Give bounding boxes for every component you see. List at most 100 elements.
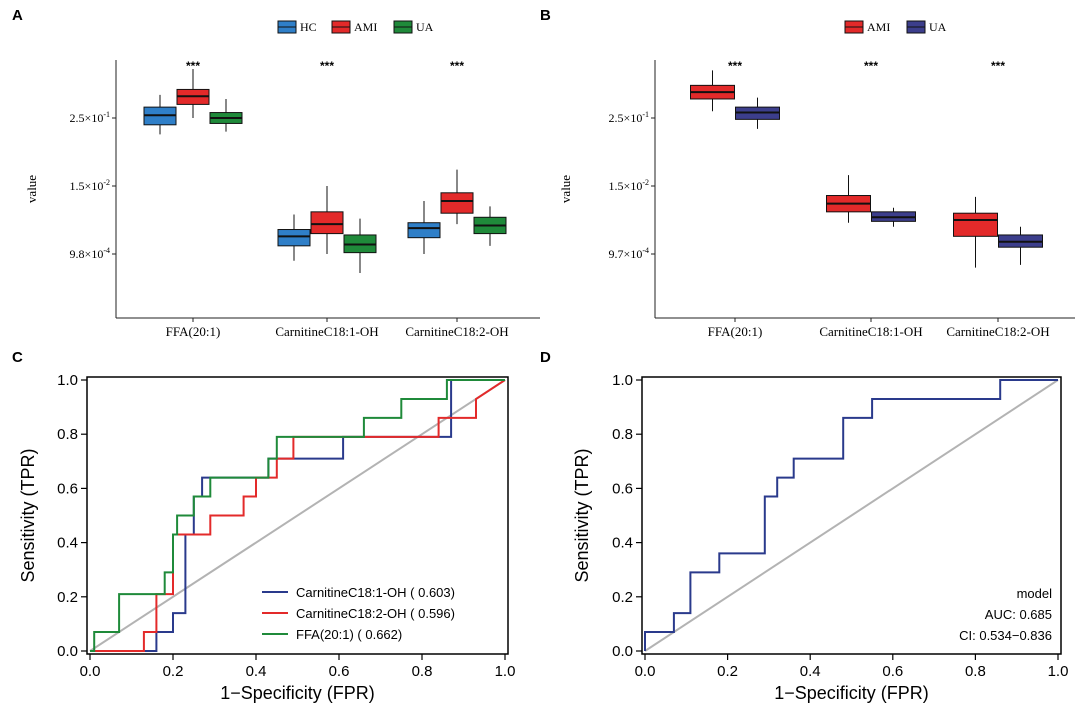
reference-diagonal bbox=[89, 379, 506, 652]
x-tick-label: 0.8 bbox=[412, 663, 433, 680]
x-tick-label: CarnitineC18:2-OH bbox=[946, 324, 1049, 339]
y-tick-exponent: -1 bbox=[103, 110, 110, 119]
y-tick-exponent: -1 bbox=[642, 110, 649, 119]
x-tick-label: 0.2 bbox=[163, 663, 184, 680]
y-tick-label: 9.8×10-4 bbox=[70, 246, 110, 261]
box-body bbox=[277, 229, 311, 247]
significance-label: *** bbox=[320, 59, 334, 73]
y-tick-base: 2.5×10 bbox=[70, 111, 104, 125]
y-tick-label: 1.0 bbox=[57, 372, 78, 389]
x-tick-label: FFA(20:1) bbox=[166, 324, 221, 339]
y-tick-label: 2.5×10-1 bbox=[609, 110, 649, 125]
box-carnitinec18-2-oh-hc bbox=[407, 200, 441, 254]
annotation-line: CI: 0.534−0.836 bbox=[959, 628, 1052, 643]
legend-label-ami: AMI bbox=[867, 20, 890, 34]
y-tick-label: 0.8 bbox=[612, 426, 633, 443]
panel-b-boxplot: value 2.5×10-1 1.5×10-2 9.7×10-4 AMI UA FFA(20… bbox=[558, 20, 1075, 339]
significance-label: *** bbox=[864, 59, 878, 73]
annotation-line: AUC: 0.685 bbox=[985, 607, 1052, 622]
plot-frame bbox=[86, 376, 509, 655]
box-carnitinec18-2-oh-ua bbox=[473, 206, 507, 246]
y-axis-label: Sensitivity (TPR) bbox=[18, 448, 38, 582]
panel-letter-d: D bbox=[540, 349, 551, 366]
panel-letter-a: A bbox=[12, 7, 23, 24]
x-tick-label: 0.6 bbox=[882, 663, 903, 680]
x-tick-label: 1.0 bbox=[1048, 663, 1069, 680]
roc-curve-model bbox=[644, 379, 1058, 651]
panel-c-roc: 0.0 0.2 0.4 0.6 0.8 1.0 0.0 0.2 0.4 0.6 0.8 1.0 1−Sp… bbox=[18, 372, 515, 703]
box-body bbox=[440, 192, 474, 214]
y-tick-label: 1.0 bbox=[612, 372, 633, 389]
x-tick-label: 0.4 bbox=[246, 663, 267, 680]
y-tick-label: 1.5×10-2 bbox=[609, 178, 649, 193]
legend-label: CarnitineC18:1-OH ( 0.603) bbox=[296, 585, 455, 600]
y-tick-label: 1.5×10-2 bbox=[70, 178, 110, 193]
y-tick-exponent: -2 bbox=[103, 178, 110, 187]
box-ffa-20-1--hc bbox=[143, 94, 177, 135]
x-axis-label: 1−Specificity (FPR) bbox=[774, 683, 929, 703]
significance-label: *** bbox=[991, 59, 1005, 73]
legend-label: FFA(20:1) ( 0.662) bbox=[296, 627, 402, 642]
panel-letter-c: C bbox=[12, 349, 23, 366]
y-tick-label: 0.0 bbox=[57, 643, 78, 660]
y-axis-label: value bbox=[24, 175, 39, 203]
y-tick-label: 2.5×10-1 bbox=[70, 110, 110, 125]
box-carnitinec18-2-oh-ami bbox=[953, 196, 998, 268]
x-tick-label: 0.0 bbox=[635, 663, 656, 680]
y-tick-label: 0.6 bbox=[612, 480, 633, 497]
x-axis-label: 1−Specificity (FPR) bbox=[220, 683, 375, 703]
significance-label: *** bbox=[186, 59, 200, 73]
box-ffa-20-1--ami bbox=[690, 70, 735, 112]
x-tick-label: CarnitineC18:1-OH bbox=[819, 324, 922, 339]
legend: HC AMI UA bbox=[277, 20, 434, 34]
y-tick-label: 0.8 bbox=[57, 426, 78, 443]
box-carnitinec18-1-oh-ua bbox=[871, 207, 916, 227]
panel-d-roc: 0.0 0.2 0.4 0.6 0.8 1.0 0.0 0.2 0.4 0.6 0.8 1.0 1−Sp… bbox=[572, 372, 1068, 703]
box-carnitinec18-1-oh-ami bbox=[310, 186, 344, 254]
x-tick-label: CarnitineC18:1-OH bbox=[275, 324, 378, 339]
y-tick-base: 1.5×10 bbox=[609, 179, 643, 193]
y-tick-exponent: -4 bbox=[103, 246, 110, 255]
box-carnitinec18-1-oh-ua bbox=[343, 218, 377, 274]
legend-label-ami: AMI bbox=[354, 20, 377, 34]
y-tick-label: 9.7×10-4 bbox=[609, 246, 649, 261]
y-tick-label: 0.2 bbox=[57, 589, 78, 606]
box-body bbox=[953, 212, 998, 237]
annotation-line: model bbox=[1017, 586, 1053, 601]
box-carnitinec18-1-oh-hc bbox=[277, 214, 311, 261]
y-tick-label: 0.6 bbox=[57, 480, 78, 497]
x-tick-label: 1.0 bbox=[495, 663, 516, 680]
box-body bbox=[310, 211, 344, 235]
y-tick-base: 2.5×10 bbox=[609, 111, 643, 125]
panel-letter-b: B bbox=[540, 7, 551, 24]
box-carnitinec18-2-oh-ami bbox=[440, 169, 474, 225]
y-tick-label: 0.0 bbox=[612, 643, 633, 660]
legend: AMI UA bbox=[844, 20, 947, 34]
panel-a-boxplot: value 2.5×10-1 1.5×10-2 9.8×10-4 HC AMI UA FFA(… bbox=[24, 20, 540, 339]
x-tick-label: CarnitineC18:2-OH bbox=[405, 324, 508, 339]
box-ffa-20-1--ua bbox=[209, 98, 243, 132]
y-tick-exponent: -4 bbox=[642, 246, 649, 255]
roc-curve-ffa-20-1- bbox=[90, 379, 505, 652]
significance-label: *** bbox=[450, 59, 464, 73]
legend-label-ua: UA bbox=[929, 20, 947, 34]
y-tick-base: 1.5×10 bbox=[70, 179, 104, 193]
y-tick-base: 9.8×10 bbox=[70, 247, 104, 261]
legend-label-hc: HC bbox=[300, 20, 317, 34]
y-tick-exponent: -2 bbox=[642, 178, 649, 187]
x-tick-label: 0.6 bbox=[329, 663, 350, 680]
x-tick-label: 0.0 bbox=[80, 663, 101, 680]
y-tick-label: 0.4 bbox=[612, 535, 633, 552]
x-tick-label: FFA(20:1) bbox=[708, 324, 763, 339]
roc-curve-carnitinec18-1-oh bbox=[90, 379, 505, 652]
box-ffa-20-1--ua bbox=[735, 97, 780, 129]
significance-label: *** bbox=[728, 59, 742, 73]
box-carnitinec18-2-oh-ua bbox=[998, 226, 1043, 265]
x-tick-label: 0.8 bbox=[965, 663, 986, 680]
y-tick-label: 0.4 bbox=[57, 535, 78, 552]
y-axis-label: value bbox=[558, 175, 573, 203]
plot-frame bbox=[641, 376, 1062, 655]
box-ffa-20-1--ami bbox=[176, 69, 210, 118]
box-body bbox=[407, 222, 441, 239]
